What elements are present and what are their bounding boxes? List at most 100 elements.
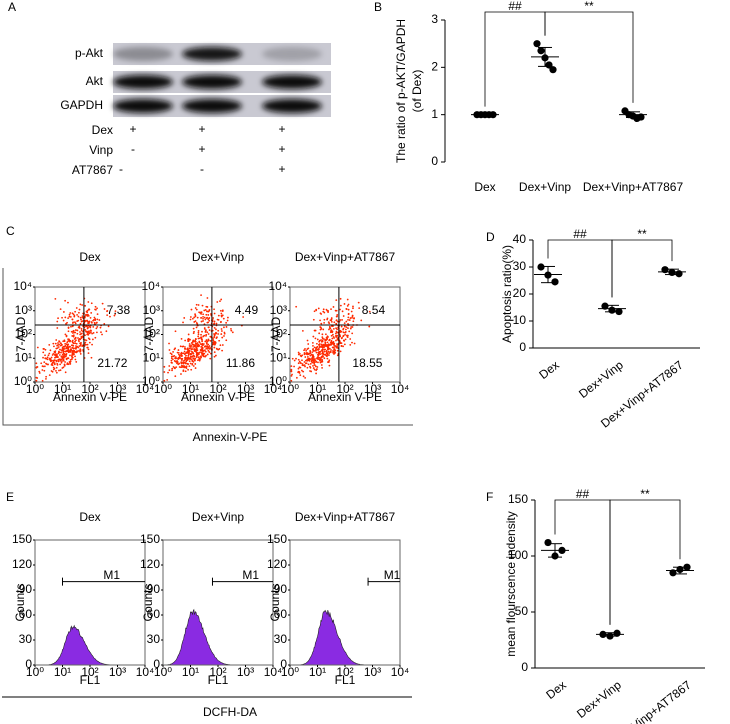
event-dot <box>295 357 297 360</box>
event-dot <box>81 315 84 318</box>
event-dot <box>192 332 195 335</box>
x-tick-label: 10⁴ <box>136 382 155 396</box>
event-dot <box>295 376 298 379</box>
event-dot <box>43 347 45 350</box>
event-dot <box>333 337 336 339</box>
event-dot <box>345 320 348 323</box>
event-dot <box>219 344 222 347</box>
event-dot <box>205 317 208 319</box>
x-tick-label: 10² <box>209 665 226 679</box>
event-dot <box>317 358 320 360</box>
event-dot <box>352 305 354 308</box>
x-tick-label: 10¹ <box>309 382 326 396</box>
event-dot <box>52 366 55 369</box>
event-dot <box>183 350 186 353</box>
event-dot <box>88 341 91 344</box>
event-dot <box>323 357 326 360</box>
event-dot <box>172 365 175 368</box>
event-dot <box>71 339 74 342</box>
event-dot <box>54 342 57 345</box>
event-dot <box>311 356 314 359</box>
event-dot <box>217 314 220 317</box>
event-dot <box>74 336 77 339</box>
event-dot <box>226 319 229 322</box>
event-dot <box>60 355 63 358</box>
event-dot <box>65 322 67 325</box>
event-dot <box>219 321 222 324</box>
event-dot <box>333 348 336 351</box>
event-dot <box>326 351 328 353</box>
event-dot <box>298 371 301 373</box>
event-dot <box>78 349 80 352</box>
event-dot <box>339 350 342 353</box>
event-dot <box>182 362 185 365</box>
blot-band <box>113 75 173 89</box>
event-dot <box>55 354 58 357</box>
event-dot <box>183 317 186 319</box>
event-dot <box>48 352 51 355</box>
event-dot <box>99 326 102 329</box>
event-dot <box>346 335 349 337</box>
event-dot <box>81 345 84 348</box>
event-dot <box>172 355 175 358</box>
event-dot <box>320 339 322 341</box>
x-tick-label: 10³ <box>237 665 254 679</box>
event-dot <box>316 345 319 348</box>
event-dot <box>75 350 78 353</box>
event-dot <box>325 354 328 357</box>
event-dot <box>299 366 302 369</box>
treatment-label: Vinp <box>89 143 113 157</box>
event-dot <box>74 340 76 343</box>
event-dot <box>79 344 82 347</box>
data-point <box>637 113 645 121</box>
event-dot <box>84 314 87 317</box>
event-dot <box>98 319 101 321</box>
event-dot <box>205 347 208 350</box>
significance-label: ** <box>637 227 647 241</box>
event-dot <box>71 356 74 359</box>
event-dot <box>302 375 305 378</box>
event-dot <box>96 313 99 316</box>
event-dot <box>47 363 49 366</box>
event-dot <box>341 336 343 339</box>
event-dot <box>208 351 211 353</box>
event-dot <box>314 365 317 368</box>
event-dot <box>336 349 339 352</box>
event-dot <box>184 358 187 361</box>
event-dot <box>321 337 324 340</box>
event-dot <box>182 352 185 355</box>
x-tick-label: 10¹ <box>182 382 199 396</box>
event-dot <box>188 347 191 350</box>
event-dot <box>328 364 331 367</box>
event-dot <box>318 340 321 343</box>
event-dot <box>65 343 68 346</box>
blot-band <box>182 99 242 113</box>
event-dot <box>200 311 203 314</box>
event-dot <box>182 321 184 324</box>
event-dot <box>72 334 75 337</box>
event-dot <box>297 367 300 370</box>
event-dot <box>314 337 317 340</box>
event-dot <box>332 306 335 308</box>
event-dot <box>328 328 330 331</box>
event-dot <box>322 308 325 311</box>
event-dot <box>334 345 337 347</box>
event-dot <box>315 351 318 354</box>
significance-bracket <box>609 499 681 625</box>
event-dot <box>65 353 68 356</box>
event-dot <box>213 312 216 315</box>
event-dot <box>87 301 90 303</box>
event-dot <box>223 335 225 337</box>
event-dot <box>336 345 339 348</box>
y-tick-label: 50 <box>515 604 529 618</box>
event-dot <box>186 358 189 361</box>
event-dot <box>330 349 332 351</box>
event-dot <box>42 351 45 354</box>
event-dot <box>80 337 83 339</box>
event-dot <box>351 326 354 328</box>
x-tick-label: 10⁴ <box>391 665 410 679</box>
event-dot <box>200 294 202 297</box>
event-dot <box>213 326 216 329</box>
x-tick-label: 10³ <box>109 665 126 679</box>
event-dot <box>302 364 305 367</box>
